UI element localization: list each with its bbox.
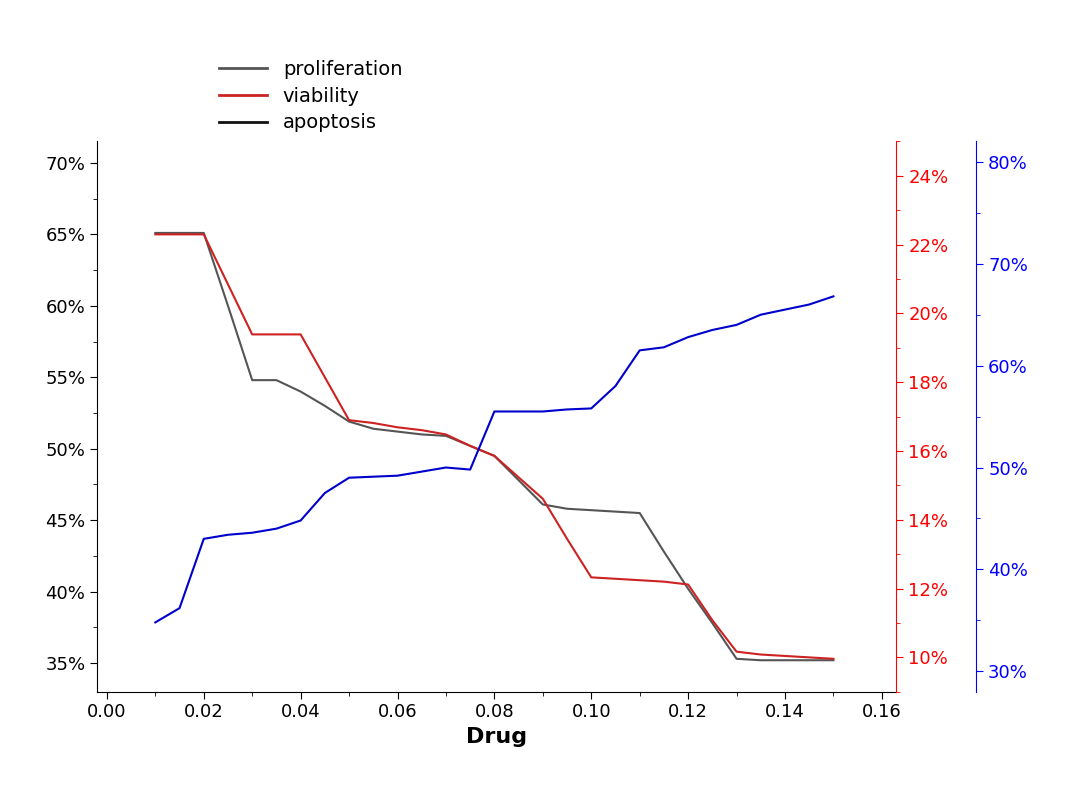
proliferation xyxy=(730,654,743,663)
proliferation xyxy=(802,656,815,665)
viability xyxy=(149,230,162,239)
proliferation xyxy=(754,656,767,665)
apoptosis xyxy=(827,292,840,301)
viability xyxy=(681,580,694,590)
viability xyxy=(609,574,622,583)
proliferation xyxy=(294,387,307,396)
apoptosis xyxy=(294,516,307,525)
apoptosis xyxy=(779,305,792,314)
viability xyxy=(342,416,355,425)
apoptosis xyxy=(198,534,211,544)
viability xyxy=(270,329,283,339)
viability xyxy=(584,573,597,582)
apoptosis xyxy=(246,528,259,538)
viability xyxy=(221,280,234,289)
proliferation xyxy=(512,476,525,485)
apoptosis xyxy=(221,530,234,539)
apoptosis xyxy=(658,343,671,352)
apoptosis xyxy=(270,524,283,534)
apoptosis xyxy=(584,404,597,413)
proliferation xyxy=(681,584,694,593)
viability xyxy=(512,472,525,482)
proliferation xyxy=(391,427,404,436)
proliferation xyxy=(561,504,573,513)
viability xyxy=(198,230,211,239)
viability xyxy=(754,650,767,659)
Line: proliferation: proliferation xyxy=(156,233,834,660)
apoptosis xyxy=(609,381,622,391)
proliferation xyxy=(463,441,476,450)
viability xyxy=(658,577,671,586)
viability xyxy=(294,329,307,339)
proliferation xyxy=(488,451,501,461)
proliferation xyxy=(779,656,792,665)
viability xyxy=(367,418,380,428)
proliferation xyxy=(658,547,671,556)
proliferation xyxy=(537,500,550,509)
viability xyxy=(706,615,719,625)
apoptosis xyxy=(488,407,501,417)
proliferation xyxy=(706,619,719,628)
apoptosis xyxy=(537,407,550,417)
proliferation xyxy=(319,401,332,410)
proliferation xyxy=(609,507,622,516)
apoptosis xyxy=(802,299,815,309)
apoptosis xyxy=(319,488,332,498)
proliferation xyxy=(584,505,597,515)
viability xyxy=(633,575,646,585)
Line: apoptosis: apoptosis xyxy=(156,296,834,623)
proliferation xyxy=(342,417,355,426)
viability xyxy=(463,441,476,450)
viability xyxy=(779,652,792,661)
apoptosis xyxy=(754,310,767,319)
proliferation xyxy=(367,424,380,433)
viability xyxy=(319,373,332,382)
apoptosis xyxy=(730,320,743,329)
viability xyxy=(561,534,573,543)
proliferation xyxy=(440,432,453,441)
X-axis label: Drug: Drug xyxy=(467,727,527,747)
viability xyxy=(730,647,743,656)
proliferation xyxy=(415,430,428,439)
viability xyxy=(415,425,428,435)
Legend: proliferation, viability, apoptosis: proliferation, viability, apoptosis xyxy=(211,52,410,140)
proliferation xyxy=(827,656,840,665)
viability xyxy=(246,329,259,339)
Line: viability: viability xyxy=(156,234,834,659)
apoptosis xyxy=(561,405,573,414)
viability xyxy=(537,494,550,504)
proliferation xyxy=(149,228,162,237)
proliferation xyxy=(633,509,646,518)
viability xyxy=(391,423,404,432)
apoptosis xyxy=(633,346,646,355)
apoptosis xyxy=(391,471,404,480)
apoptosis xyxy=(512,407,525,417)
apoptosis xyxy=(415,467,428,476)
viability xyxy=(802,652,815,662)
viability xyxy=(440,430,453,439)
apoptosis xyxy=(173,604,186,613)
proliferation xyxy=(246,376,259,385)
apoptosis xyxy=(367,472,380,481)
apoptosis xyxy=(681,332,694,342)
viability xyxy=(488,451,501,461)
apoptosis xyxy=(149,618,162,627)
apoptosis xyxy=(440,463,453,472)
apoptosis xyxy=(463,465,476,474)
proliferation xyxy=(270,376,283,385)
apoptosis xyxy=(706,325,719,335)
viability xyxy=(827,654,840,663)
proliferation xyxy=(198,228,211,237)
apoptosis xyxy=(342,473,355,483)
proliferation xyxy=(221,301,234,310)
